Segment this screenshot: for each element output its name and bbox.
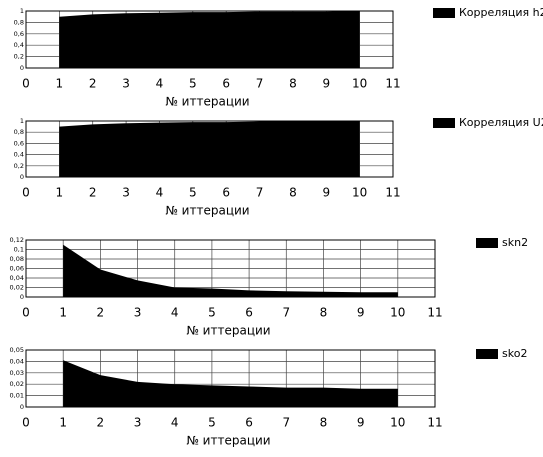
y-tick-label: 1 xyxy=(20,117,24,125)
y-tick-label: 0,02 xyxy=(10,284,24,292)
x-tick-label: 7 xyxy=(256,186,264,200)
x-tick-label: 8 xyxy=(320,416,328,430)
area xyxy=(59,11,360,68)
x-tick-label: 6 xyxy=(222,77,230,91)
x-tick-label: 11 xyxy=(427,416,442,430)
y-tick-label: 0,02 xyxy=(10,380,24,388)
y-tick-label: 0 xyxy=(20,173,24,181)
x-tick-label: 3 xyxy=(122,186,130,200)
x-tick-label: 4 xyxy=(171,416,179,430)
legend-swatch xyxy=(476,349,498,359)
y-tick-label: 0,4 xyxy=(14,41,24,49)
y-tick-label: 0,05 xyxy=(10,346,24,354)
x-tick-label: 7 xyxy=(282,306,290,320)
x-tick-label: 6 xyxy=(245,306,253,320)
legend-label: Корреляция U2 xyxy=(459,116,543,129)
x-axis-title: № иттерации xyxy=(165,204,249,218)
x-tick-label: 1 xyxy=(59,306,67,320)
x-tick-label: 7 xyxy=(282,416,290,430)
y-tick-label: 0,01 xyxy=(10,392,24,400)
x-tick-label: 11 xyxy=(427,306,442,320)
x-axis-title: № иттерации xyxy=(186,434,270,448)
x-tick-label: 5 xyxy=(189,77,197,91)
area xyxy=(59,121,360,177)
x-tick-label: 5 xyxy=(208,306,216,320)
legend-swatch xyxy=(476,238,498,248)
y-tick-label: 0 xyxy=(20,64,24,72)
x-tick-label: 6 xyxy=(222,186,230,200)
x-tick-label: 5 xyxy=(208,416,216,430)
x-tick-label: 10 xyxy=(352,77,367,91)
x-tick-label: 0 xyxy=(22,77,30,91)
y-tick-label: 0 xyxy=(20,293,24,301)
plot-border xyxy=(25,10,394,69)
x-tick-label: 4 xyxy=(156,77,164,91)
x-tick-label: 4 xyxy=(156,186,164,200)
x-tick-label: 0 xyxy=(22,306,30,320)
y-tick-label: 0,8 xyxy=(14,128,24,136)
y-tick-label: 0,8 xyxy=(14,18,24,26)
x-axis-title: № иттерации xyxy=(186,324,270,338)
legend-label: Корреляция h2 xyxy=(459,6,543,19)
x-tick-label: 8 xyxy=(320,306,328,320)
y-tick-label: 0,12 xyxy=(10,236,24,244)
area xyxy=(63,244,398,297)
y-tick-label: 0,6 xyxy=(14,30,24,38)
x-tick-label: 4 xyxy=(171,306,179,320)
y-tick-label: 0,04 xyxy=(10,274,24,282)
x-tick-label: 3 xyxy=(122,77,130,91)
x-tick-label: 6 xyxy=(245,416,253,430)
plot-border xyxy=(25,120,394,178)
area xyxy=(63,360,398,407)
x-tick-label: 1 xyxy=(59,416,67,430)
plot-border xyxy=(25,239,436,298)
x-axis-title: № иттерации xyxy=(165,95,249,109)
y-tick-label: 0,2 xyxy=(14,53,24,61)
x-tick-label: 11 xyxy=(385,77,400,91)
legend-swatch xyxy=(433,118,455,128)
x-tick-label: 1 xyxy=(56,186,64,200)
x-tick-label: 9 xyxy=(357,306,365,320)
x-tick-label: 8 xyxy=(289,77,297,91)
x-tick-label: 10 xyxy=(390,306,405,320)
y-tick-label: 1 xyxy=(20,7,24,15)
x-tick-label: 2 xyxy=(89,186,97,200)
y-tick-label: 0,03 xyxy=(10,369,24,377)
y-tick-label: 0 xyxy=(20,403,24,411)
plot-border xyxy=(25,349,436,408)
legend-swatch xyxy=(433,8,455,18)
x-tick-label: 9 xyxy=(357,416,365,430)
y-tick-label: 0,2 xyxy=(14,162,24,170)
x-tick-label: 3 xyxy=(134,416,142,430)
x-tick-label: 1 xyxy=(56,77,64,91)
legend-label: sko2 xyxy=(502,347,527,360)
legend-label: skn2 xyxy=(502,236,528,249)
y-tick-label: 0,6 xyxy=(14,139,24,147)
x-tick-label: 5 xyxy=(189,186,197,200)
x-tick-label: 9 xyxy=(322,77,330,91)
x-tick-label: 7 xyxy=(256,77,264,91)
x-tick-label: 2 xyxy=(89,77,97,91)
y-tick-label: 0,4 xyxy=(14,151,24,159)
x-tick-label: 8 xyxy=(289,186,297,200)
y-tick-label: 0,06 xyxy=(10,265,24,273)
x-tick-label: 9 xyxy=(322,186,330,200)
x-tick-label: 0 xyxy=(22,416,30,430)
x-tick-label: 10 xyxy=(352,186,367,200)
y-tick-label: 0,04 xyxy=(10,357,24,365)
x-tick-label: 0 xyxy=(22,186,30,200)
x-tick-label: 2 xyxy=(97,306,105,320)
x-tick-label: 10 xyxy=(390,416,405,430)
x-tick-label: 3 xyxy=(134,306,142,320)
y-tick-label: 0,08 xyxy=(10,255,24,263)
x-tick-label: 2 xyxy=(97,416,105,430)
y-tick-label: 0,1 xyxy=(14,246,24,254)
x-tick-label: 11 xyxy=(385,186,400,200)
